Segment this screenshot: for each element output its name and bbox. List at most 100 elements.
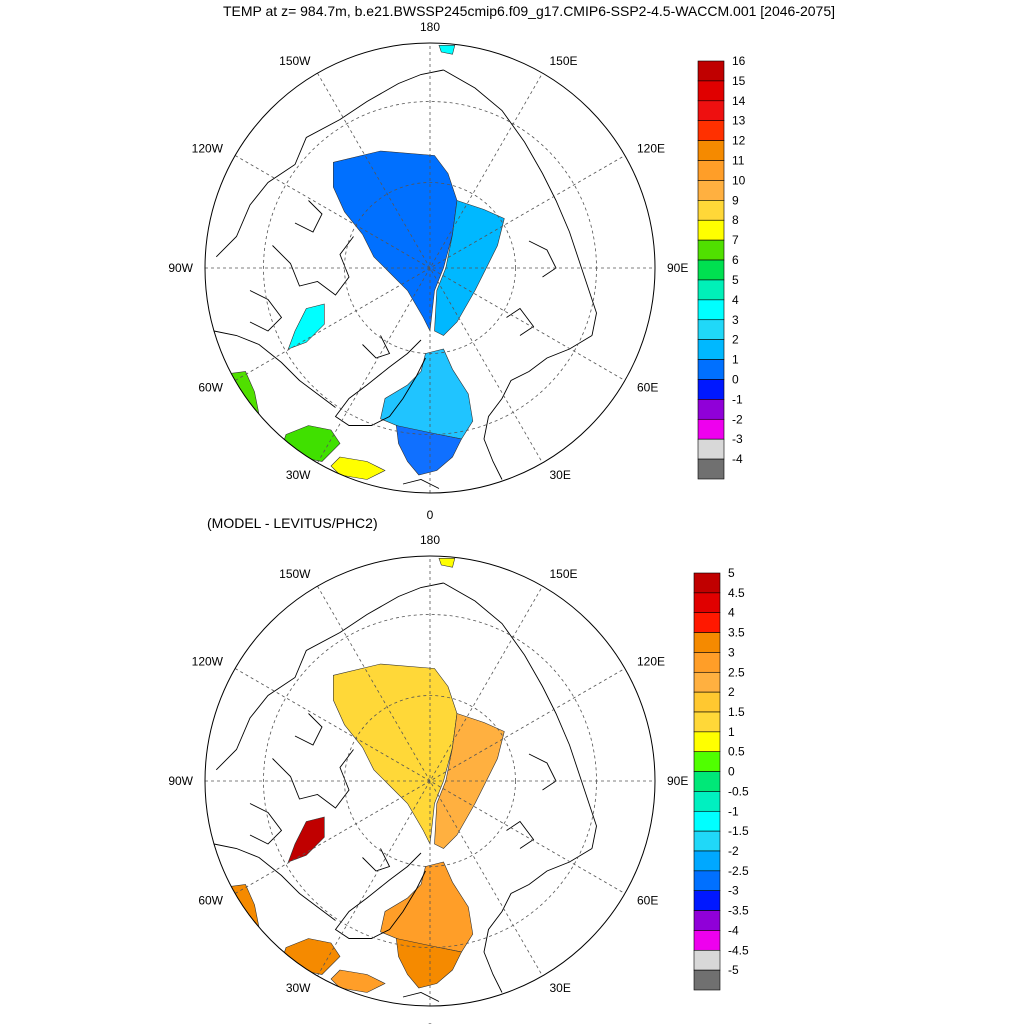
field-bering-sea — [438, 44, 456, 55]
colorbar-label: -5 — [728, 963, 739, 977]
field-greenland-sea — [395, 938, 462, 989]
colorbar-swatch — [693, 791, 721, 812]
lon-label-e60: 60E — [637, 894, 658, 908]
lon-label-e30: 30E — [550, 468, 571, 482]
colorbar-label: -2 — [728, 844, 739, 858]
lon-label-left: 90W — [168, 774, 193, 788]
colorbar-swatch — [697, 180, 725, 201]
colorbar-label: 0.5 — [728, 745, 745, 759]
colorbar-label: 5 — [732, 273, 739, 287]
colorbar-label: -1 — [732, 392, 743, 406]
colorbar-label: 2 — [732, 333, 739, 347]
colorbar-swatch — [693, 910, 721, 931]
colorbar-swatch — [693, 810, 721, 832]
colorbar-label: 1.5 — [728, 705, 745, 719]
lon-label-e60: 60E — [637, 381, 658, 395]
coastline — [272, 749, 354, 809]
colorbar-swatch — [693, 850, 721, 872]
colorbar-swatch — [693, 830, 721, 852]
field-irminger-sea — [281, 938, 341, 975]
colorbar-label: 14 — [732, 94, 746, 108]
lon-label-w150: 150W — [279, 567, 311, 581]
coastline — [213, 330, 336, 408]
coastline — [213, 843, 336, 921]
colorbar-swatch — [693, 691, 721, 713]
colorbar-swatch — [693, 969, 721, 991]
field-fram-strait — [380, 348, 474, 440]
meridian-line — [317, 585, 543, 977]
coastline — [362, 848, 391, 872]
lon-label-e120: 120E — [637, 655, 665, 669]
colorbar-label: 4.5 — [728, 586, 745, 600]
colorbar-label: -3 — [728, 884, 739, 898]
colorbar-label: 7 — [732, 233, 739, 247]
field-bering-sea — [438, 557, 456, 568]
lon-label-w150: 150W — [279, 54, 311, 68]
colorbar-label: -0.5 — [728, 784, 749, 798]
colorbar-label: -2.5 — [728, 864, 749, 878]
coastline — [506, 820, 535, 849]
coastline — [402, 992, 440, 1002]
lon-label-w120: 120W — [192, 142, 224, 156]
lon-label-right: 90E — [667, 774, 688, 788]
figure-title: TEMP at z= 984.7m, b.e21.BWSSP245cmip6.f… — [223, 3, 835, 19]
lon-label-e30: 30E — [550, 981, 571, 995]
panel-model-minus-levitus: 180 150E 120E 90E 60E 30E 0 30W 60W 90W 120W 150W 5 4… — [168, 533, 749, 1024]
field-greenland-sea — [395, 425, 462, 476]
field-iceland-basin — [330, 969, 386, 993]
colorbar-swatch — [693, 890, 721, 911]
field-irminger-sea — [281, 425, 341, 462]
colorbar-label: 15 — [732, 74, 746, 88]
lon-label-w60: 60W — [198, 894, 223, 908]
colorbar-label: -1 — [728, 804, 739, 818]
lon-label-bottom: 0 — [427, 508, 434, 522]
colorbar-swatch — [697, 299, 725, 321]
lon-label-w120: 120W — [192, 655, 224, 669]
coastline — [249, 803, 283, 845]
colorbar-label: -1.5 — [728, 824, 749, 838]
colorbar-label: 2.5 — [728, 665, 745, 679]
map-rim — [204, 555, 656, 1007]
lon-label-top: 180 — [420, 533, 440, 547]
colorbar-label: 4 — [728, 606, 735, 620]
colorbar-swatch — [697, 160, 725, 181]
coastline — [294, 713, 323, 746]
colorbar-swatch — [697, 100, 725, 122]
coastline — [334, 339, 426, 426]
colorbar-swatch — [697, 120, 725, 141]
colorbar-swatch — [693, 870, 721, 892]
field-fram-strait — [380, 861, 474, 953]
colorbar-swatch — [697, 60, 725, 82]
colorbar-swatch — [697, 279, 725, 301]
colorbar-swatch — [697, 418, 725, 440]
colorbar-swatch — [697, 80, 725, 102]
colorbar-label: 3.5 — [728, 626, 745, 640]
field-baffin-bay — [287, 303, 325, 350]
colorbar-swatch — [693, 711, 721, 733]
colorbar-swatch — [693, 572, 721, 594]
colorbar-swatch — [693, 632, 721, 653]
field-baffin-bay — [287, 816, 325, 863]
colorbar-swatch — [697, 219, 725, 241]
colorbar-label: 16 — [732, 54, 746, 68]
field-iceland-basin — [330, 456, 386, 480]
coastline — [272, 236, 354, 296]
colorbar-swatch — [697, 458, 725, 480]
coastline — [402, 479, 440, 489]
colorbar-label: 13 — [732, 114, 746, 128]
colorbar-swatch — [697, 359, 725, 380]
lon-label-w30: 30W — [286, 468, 311, 482]
colorbar-swatch — [697, 379, 725, 400]
coastline — [294, 200, 323, 233]
colorbar-swatch — [693, 671, 721, 693]
colorbar-swatch — [697, 339, 725, 360]
coastline — [483, 335, 593, 480]
coastline — [334, 852, 426, 939]
coastline — [215, 582, 444, 771]
colorbar-label: 4 — [732, 293, 739, 307]
colorbar-swatch — [697, 140, 725, 161]
colorbar-swatch — [693, 731, 721, 753]
map-body — [205, 556, 655, 1006]
